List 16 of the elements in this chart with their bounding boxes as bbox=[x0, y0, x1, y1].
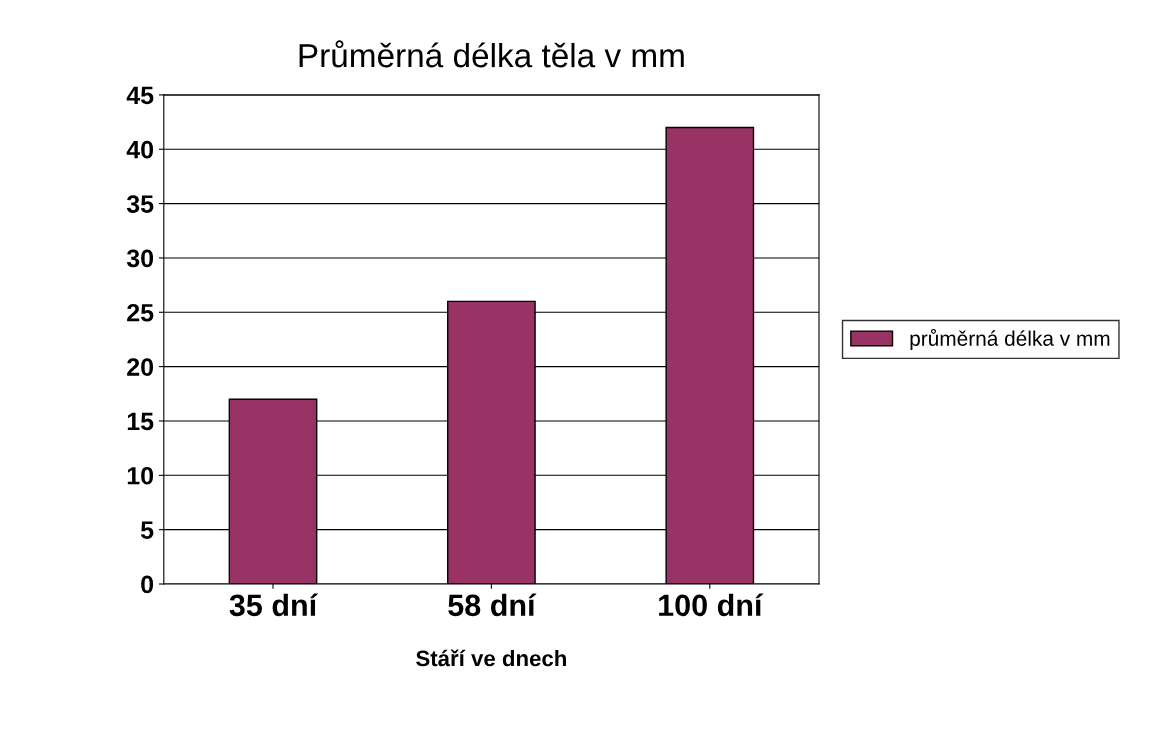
y-tick-label: 45 bbox=[126, 86, 154, 105]
y-tick-label: 25 bbox=[127, 303, 154, 322]
y-tick-label: 40 bbox=[126, 140, 154, 159]
y-tick-label: 15 bbox=[127, 412, 154, 431]
x-tick-label: 58 dní bbox=[448, 593, 537, 617]
legend-label: průměrná délka v mm bbox=[910, 328, 1110, 351]
y-tick-label: 35 bbox=[126, 195, 154, 213]
y-tick-label: 20 bbox=[127, 358, 154, 376]
y-tick-label: 0 bbox=[141, 575, 154, 594]
y-tick-label: 10 bbox=[127, 466, 154, 485]
x-axis-title: Stáří ve dnech bbox=[416, 649, 566, 667]
y-tick-label: 5 bbox=[140, 521, 154, 539]
x-tick-label: 35 dní bbox=[229, 593, 318, 617]
y-tick-label: 30 bbox=[126, 249, 154, 268]
x-tick-label: 100 dní bbox=[659, 593, 764, 617]
chart-title: Průměrná délka těla v mm bbox=[299, 40, 684, 68]
